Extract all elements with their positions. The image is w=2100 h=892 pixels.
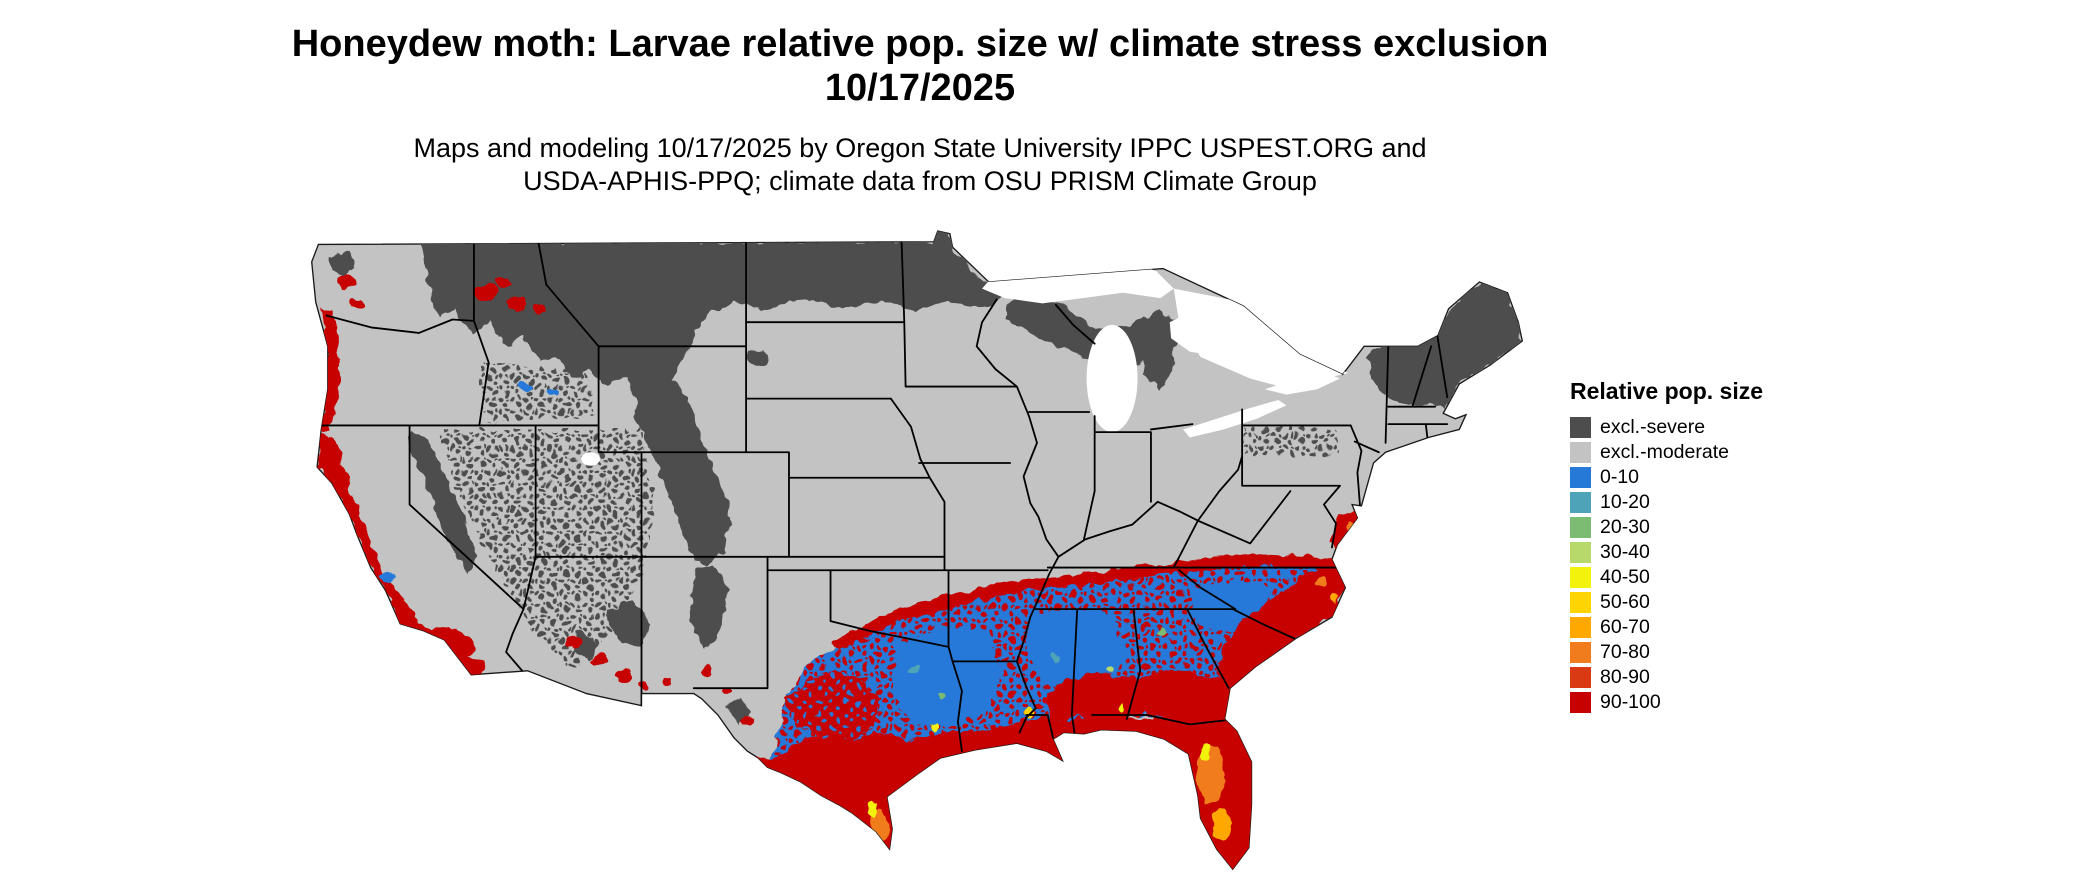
legend-label: 0-10 <box>1600 466 1640 488</box>
legend-item: excl.-moderate <box>1570 440 1763 465</box>
us-map <box>305 228 1525 891</box>
legend-label: 60-70 <box>1600 616 1650 638</box>
map-subtitle: Maps and modeling 10/17/2025 by Oregon S… <box>413 133 1427 197</box>
legend-item: 80-90 <box>1570 665 1763 690</box>
legend-swatch <box>1570 642 1591 663</box>
legend-label: 40-50 <box>1600 566 1650 588</box>
legend-swatch <box>1570 467 1591 488</box>
legend-label: 80-90 <box>1600 666 1650 688</box>
us-map-svg <box>311 230 1524 871</box>
legend-swatch <box>1570 417 1591 438</box>
legend-label: 70-80 <box>1600 641 1650 663</box>
legend-label: 30-40 <box>1600 541 1650 563</box>
excluded-severe-speckle <box>439 429 654 671</box>
legend-swatch <box>1570 442 1591 463</box>
legend-item: 20-30 <box>1570 515 1763 540</box>
map-title: Honeydew moth: Larvae relative pop. size… <box>291 23 1549 110</box>
legend-item: 0-10 <box>1570 465 1763 490</box>
legend: Relative pop. size excl.-severe excl.-mod… <box>1570 378 1763 715</box>
legend-item: 30-40 <box>1570 540 1763 565</box>
legend-swatch <box>1570 617 1591 638</box>
legend-label: 90-100 <box>1600 691 1661 713</box>
mixed-blue-speckle <box>784 670 879 741</box>
legend-item: 70-80 <box>1570 640 1763 665</box>
excluded-severe-speckle-pa <box>1243 426 1338 457</box>
legend-item: excl.-severe <box>1570 415 1763 440</box>
legend-label: 10-20 <box>1600 491 1650 513</box>
legend-swatch <box>1570 517 1591 538</box>
legend-label: 50-60 <box>1600 591 1650 613</box>
legend-item: 60-70 <box>1570 615 1763 640</box>
legend-item: 50-60 <box>1570 590 1763 615</box>
legend-items: excl.-severe excl.-moderate 0-10 10-20 20-30… <box>1570 415 1763 715</box>
legend-item: 90-100 <box>1570 690 1763 715</box>
legend-label: 20-30 <box>1600 516 1650 538</box>
legend-swatch <box>1570 592 1591 613</box>
legend-item: 40-50 <box>1570 565 1763 590</box>
mid-class-patches <box>381 382 1355 843</box>
title-block: Honeydew moth: Larvae relative pop. size… <box>0 22 1840 198</box>
legend-swatch <box>1570 492 1591 513</box>
legend-item: 10-20 <box>1570 490 1763 515</box>
legend-swatch <box>1570 567 1591 588</box>
legend-swatch <box>1570 542 1591 563</box>
legend-label: excl.-severe <box>1600 416 1706 438</box>
legend-label: excl.-moderate <box>1600 441 1729 463</box>
legend-swatch <box>1570 667 1591 688</box>
legend-swatch <box>1570 692 1591 713</box>
legend-title: Relative pop. size <box>1570 378 1764 404</box>
excluded-severe-speckle-idaho <box>479 362 594 423</box>
state-borders <box>320 240 1449 753</box>
